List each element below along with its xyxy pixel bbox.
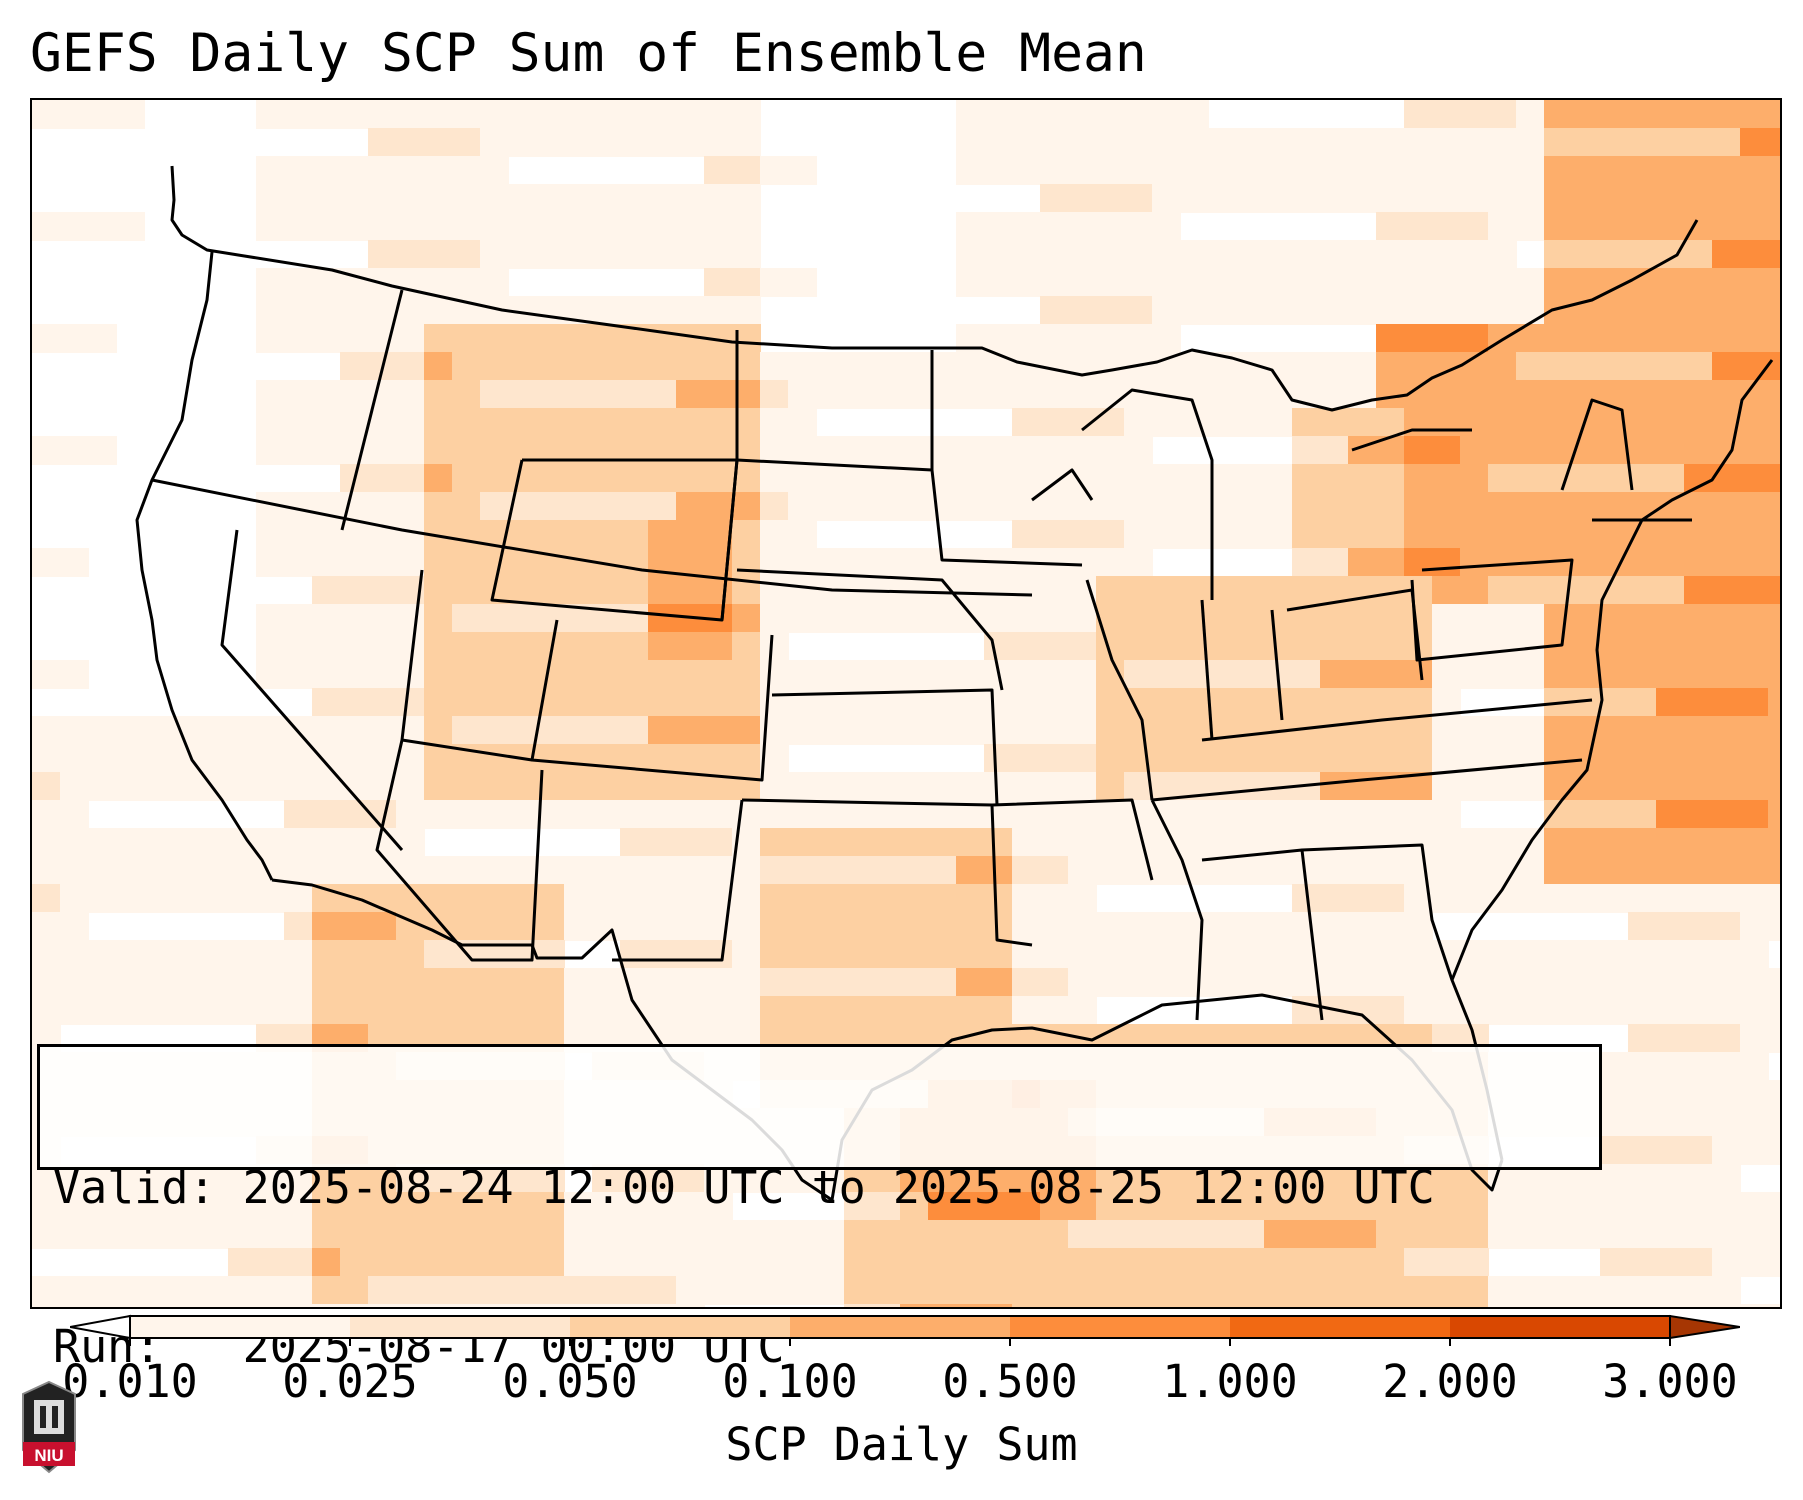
canada-border: [170, 165, 1699, 412]
state-line: [1410, 558, 1574, 662]
svg-text:NIU: NIU: [34, 1446, 63, 1465]
colorbar-tick-label: 1.000: [1162, 1355, 1298, 1408]
state-line: [1560, 398, 1634, 491]
map-canvas: [32, 100, 1780, 1307]
state-line: [1351, 428, 1472, 452]
colorbar-segment: [350, 1316, 571, 1338]
colorbar-tick-label: 2.000: [1382, 1355, 1518, 1408]
colorbar-segment: [1010, 1316, 1231, 1338]
colorbar-tick-label: 3.000: [1602, 1355, 1738, 1408]
colorbar-segment: [1450, 1316, 1671, 1338]
state-line: [340, 289, 404, 531]
state-line: [1201, 698, 1593, 742]
state-line: [1200, 599, 1214, 741]
scp-shading-layer: [32, 100, 1780, 1307]
state-line: [530, 619, 774, 782]
state-line: [1151, 758, 1583, 802]
state-line: [1081, 388, 1214, 600]
colorbar-tick-label: 0.010: [62, 1355, 198, 1408]
colorbar-outline: [129, 1315, 1671, 1339]
state-line: [1270, 609, 1284, 721]
state-line: [375, 739, 544, 962]
colorbar-under-extension: [70, 1314, 131, 1340]
state-line: [151, 478, 1033, 597]
colorbar-segments: [70, 1314, 1740, 1340]
state-line: [736, 568, 1004, 691]
state-line: [741, 798, 1033, 947]
colorbar-tick-label: 0.050: [502, 1355, 638, 1408]
state-line: [1301, 843, 1454, 981]
state-line: [991, 798, 1154, 881]
colorbar-tick-label: 0.100: [722, 1355, 858, 1408]
niu-logo: NIU: [22, 1380, 76, 1474]
state-line: [612, 799, 744, 962]
state-line: [1085, 579, 1154, 801]
state-line: [771, 688, 999, 806]
map-title: GEFS Daily SCP Sum of Ensemble Mean: [30, 23, 1147, 84]
colorbar-over-extension: [1669, 1314, 1740, 1340]
colorbar: [70, 1314, 1740, 1346]
colorbar-segment: [570, 1316, 791, 1338]
colorbar-segment: [1230, 1316, 1451, 1338]
colorbar-segment: [130, 1316, 351, 1338]
pacific-coastline: [135, 251, 274, 881]
colorbar-tick-label: 0.500: [942, 1355, 1078, 1408]
colorbar-tick-label: 0.025: [282, 1355, 418, 1408]
validity-info-box: Valid: 2025-08-24 12:00 UTC to 2025-08-2…: [37, 1044, 1602, 1373]
colorbar-label: SCP Daily Sum: [725, 1418, 1078, 1471]
state-line: [736, 458, 1083, 567]
state-line: [1031, 468, 1094, 502]
state-line: [220, 529, 404, 851]
colorbar-segment: [790, 1316, 1011, 1338]
colorbar-ticks: [129, 1338, 1671, 1346]
valid-time-text: Valid: 2025-08-24 12:00 UTC to 2025-08-2…: [53, 1161, 1435, 1214]
state-line: [1150, 799, 1204, 1021]
